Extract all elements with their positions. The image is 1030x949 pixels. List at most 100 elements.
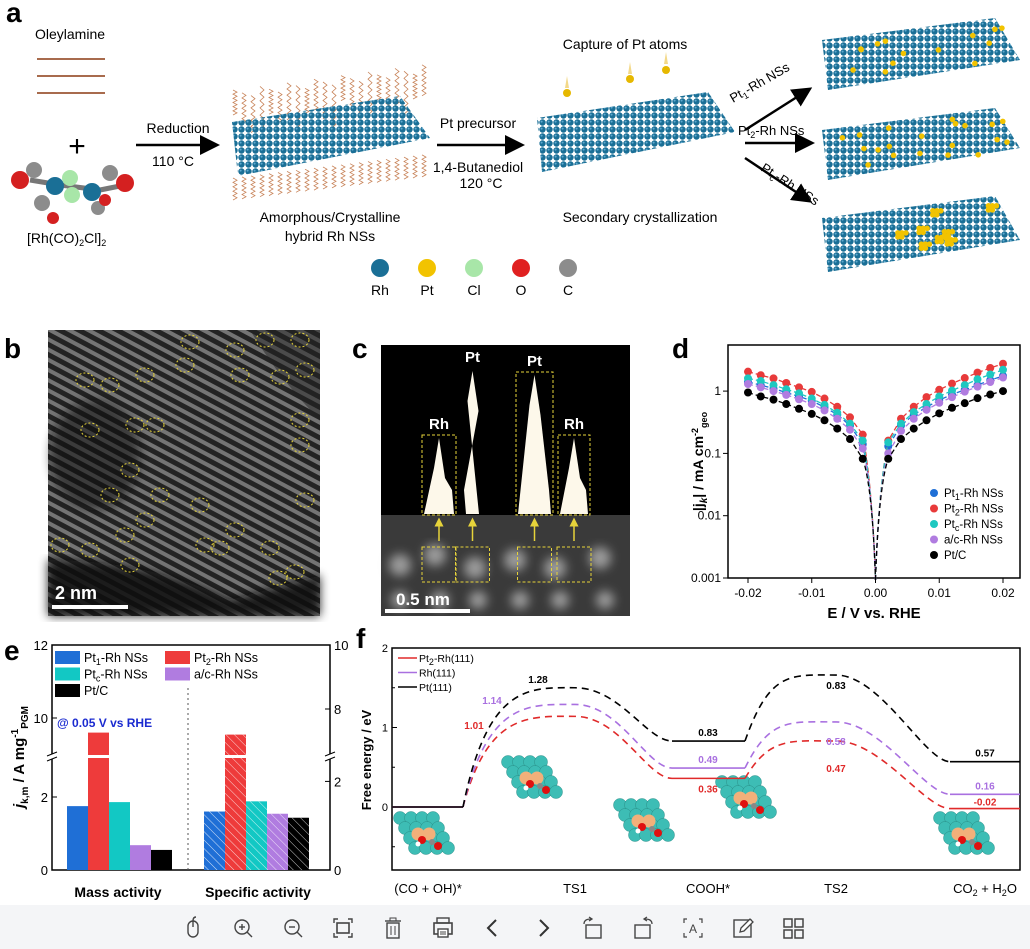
panel-label-e: e (4, 635, 20, 666)
data-point (999, 359, 1007, 368)
bar (67, 806, 88, 870)
series-line (874, 390, 1004, 581)
zoom-out-button[interactable] (280, 915, 306, 941)
atom-rh-icon (371, 259, 389, 277)
data-point (897, 419, 905, 428)
mouse-mode-button[interactable] (180, 915, 206, 941)
atom-column (424, 544, 446, 566)
step2-temp: 120 °C (460, 175, 503, 191)
legend-label: Pt/C (84, 684, 108, 698)
rotate-counterclockwise-icon (634, 916, 653, 939)
data-point (973, 375, 982, 384)
pt-atom (886, 143, 893, 150)
ligand-chain (412, 73, 418, 100)
legend-label: Pt/C (944, 550, 966, 562)
data-point (922, 416, 931, 425)
data-point (948, 386, 956, 395)
data-point (858, 454, 867, 463)
panel-label-a: a (6, 0, 22, 28)
pt-atom (924, 225, 930, 232)
pt-atom (938, 238, 945, 245)
pt-atom (944, 241, 950, 247)
barrier-label: 0.47 (826, 764, 846, 775)
pt-atom (962, 827, 976, 841)
pt-atom-marker (80, 422, 100, 438)
edit-button[interactable] (730, 915, 756, 941)
y-tick-label: 0.1 (704, 446, 721, 460)
oleylamine-label: Oleylamine (35, 26, 105, 42)
rotate-left-button[interactable] (630, 915, 656, 941)
o-atom (526, 780, 534, 788)
series-line (747, 391, 877, 581)
axis-break-mark (46, 751, 58, 757)
pt-atom-marker (210, 540, 230, 556)
c-atom (649, 826, 655, 832)
atom-column (504, 549, 526, 571)
pt-atom-marker (180, 334, 200, 350)
pt-atom (422, 827, 436, 841)
pt-atom (920, 225, 926, 232)
y-tick-label: 0.01 (698, 509, 722, 523)
line-profile-image: Rh Pt Pt Rh 0.5 nm (381, 345, 630, 616)
ocr-text-button[interactable]: A (680, 915, 706, 941)
panel-label-d: d (672, 333, 689, 364)
legend-label: Pt1-Rh NSs (84, 651, 148, 667)
delete-button[interactable] (380, 915, 406, 941)
previous-button[interactable] (480, 915, 506, 941)
pt-atom (918, 241, 925, 247)
reduction-label: Reduction (146, 120, 209, 136)
fit-screen-button[interactable] (330, 915, 356, 941)
left-tick-label: 12 (34, 638, 48, 653)
peak-label: Rh (564, 416, 584, 433)
pt-atom (945, 228, 952, 235)
data-point (782, 378, 791, 387)
next-button[interactable] (530, 915, 556, 941)
barrier-label: 1.01 (464, 721, 484, 732)
atom-column (431, 591, 449, 609)
ligand-chain (286, 171, 292, 194)
oleylamine-chains-icon (37, 58, 105, 94)
atom-legend-label: Pt (420, 282, 433, 298)
data-point (782, 390, 791, 399)
thumbnails-button[interactable] (780, 915, 806, 941)
data-point (807, 394, 816, 403)
zoom-in-button[interactable] (230, 915, 256, 941)
pt-atom (899, 234, 905, 240)
rh-atom (763, 805, 777, 819)
print-button[interactable] (430, 915, 456, 941)
rh-atom (661, 828, 675, 842)
ligand-chain (367, 161, 373, 184)
pt-atom (934, 208, 940, 214)
pt-atom (882, 38, 889, 44)
right-tick-label: 0 (334, 863, 341, 878)
pt-atom (992, 26, 998, 33)
barrier-label: 1.14 (482, 696, 502, 707)
ligand-chain (403, 156, 409, 180)
precursor-formula: [Rh(CO)2Cl]2 (27, 230, 106, 248)
right-tick-label: 10 (334, 638, 348, 653)
left-tick-label: 10 (34, 711, 48, 726)
data-point (744, 374, 752, 383)
rotate-right-button[interactable] (580, 915, 606, 941)
edit-icon (733, 918, 754, 938)
legend-label: Pt2-Rh NSs (944, 504, 1004, 518)
data-point (999, 373, 1007, 382)
zoom-in-icon (234, 919, 253, 938)
data-point (960, 387, 969, 396)
ligand-chain (331, 165, 337, 189)
data-point (795, 383, 803, 392)
x-tick-label: -0.02 (734, 586, 762, 600)
legend-swatch (55, 651, 80, 664)
energy-label: 0.36 (698, 784, 718, 795)
axis-break-mark (46, 756, 58, 762)
data-point (909, 414, 918, 423)
right-tick-label: 2 (334, 774, 341, 789)
data-point (782, 400, 791, 409)
panel-c: c Rh Pt Pt Rh 0.5 nm (352, 333, 630, 616)
pt-atom-marker (290, 332, 310, 348)
ligand-chain (340, 75, 346, 101)
pt-atom (918, 133, 925, 139)
pt-atom (926, 241, 933, 247)
data-point (935, 392, 944, 401)
barrier-label: 0.58 (826, 737, 846, 748)
